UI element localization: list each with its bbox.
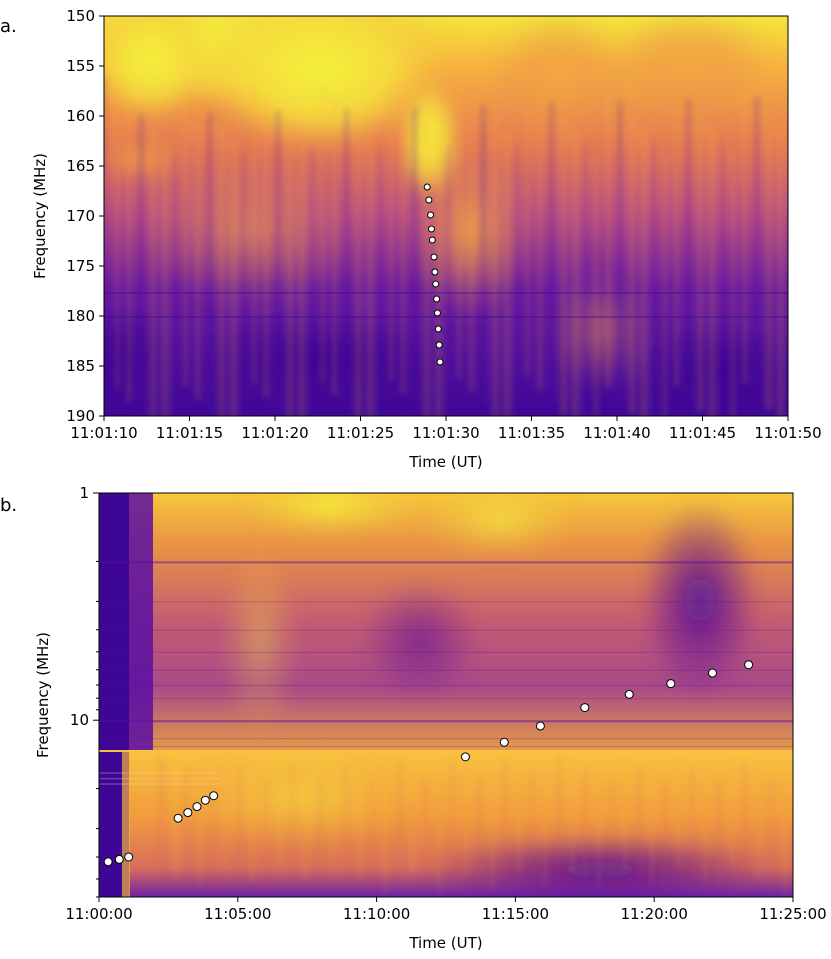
panel-a-y-tick-label: 175 xyxy=(66,257,95,275)
panel-b-x-tick-label: 11:00:00 xyxy=(65,905,132,923)
panel-b-y-tick-label: 1 xyxy=(79,484,89,502)
panel-a-marker xyxy=(436,358,444,366)
panel-a-y-tick-label: 160 xyxy=(66,107,95,125)
panel-b-marker xyxy=(744,660,754,670)
panel-a-y-tick-label: 155 xyxy=(66,57,95,75)
panel-a-axes: 11:01:10 11:01:15 11:01:20 11:01:25 11:01:30… xyxy=(66,7,821,442)
panel-a-y-tick-label: 170 xyxy=(66,207,95,225)
panel-b-ylabel: Frequency (MHz) xyxy=(34,632,52,758)
panel-b-marker xyxy=(114,854,124,864)
panel-a-markers xyxy=(423,183,444,366)
panel-b-frame xyxy=(98,492,794,898)
panel-b-marker xyxy=(535,721,545,731)
panel-b-x-tick-label: 11:15:00 xyxy=(482,905,549,923)
panel-a-marker xyxy=(428,236,436,244)
panel-b-x-tick-label: 11:05:00 xyxy=(204,905,271,923)
panel-b-x-tick-label: 11:20:00 xyxy=(621,905,688,923)
panel-a-x-tick-label: 11:01:50 xyxy=(754,424,821,442)
panel-a-marker xyxy=(433,295,441,303)
panel-a-marker xyxy=(431,268,439,276)
panel-b-axes: 11:00:00 11:05:00 11:10:00 11:15:00 11:20:00… xyxy=(65,484,826,923)
panel-b-marker xyxy=(173,813,183,823)
panel-b-marker xyxy=(666,679,676,689)
panel-a-x-tick-label: 11:01:35 xyxy=(498,424,565,442)
panel-a-marker xyxy=(423,183,431,191)
panel-a-y-tick-label: 150 xyxy=(66,7,95,25)
panel-a-x-tick-label: 11:01:20 xyxy=(241,424,308,442)
panel-a-marker xyxy=(427,225,435,233)
panel-b-marker xyxy=(624,689,634,699)
panel-a-y-tick-label: 180 xyxy=(66,307,95,325)
panel-b-marker xyxy=(192,802,202,812)
panel-b-marker xyxy=(103,857,113,867)
panel-a-marker xyxy=(434,325,442,333)
panel-b-xlabel: Time (UT) xyxy=(408,934,482,952)
panel-a-x-tick-label: 11:01:25 xyxy=(327,424,394,442)
panel-b-label: b. xyxy=(0,495,17,516)
panel-a-x-tick-label: 11:01:10 xyxy=(70,424,137,442)
panel-b-x-tick-label: 11:25:00 xyxy=(759,905,826,923)
panel-a-y-tick-label: 185 xyxy=(66,357,95,375)
panel-a-marker xyxy=(425,196,433,204)
panel-a-x-tick-label: 11:01:40 xyxy=(583,424,650,442)
panel-b-marker xyxy=(209,791,219,801)
panel-a-y-tick-label: 190 xyxy=(66,407,95,425)
panel-a-marker xyxy=(435,341,443,349)
panel-b-markers xyxy=(103,660,754,867)
panel-a-label: a. xyxy=(0,16,17,37)
panel-b-marker xyxy=(124,852,134,862)
panel-b-x-tick-label: 11:10:00 xyxy=(343,905,410,923)
panel-b-marker xyxy=(200,795,210,805)
panel-a-marker xyxy=(427,211,435,219)
panel-b-marker xyxy=(499,737,509,747)
panel-a-marker xyxy=(432,280,440,288)
panel-b-marker xyxy=(183,808,193,818)
panel-b-y-tick-label: 10 xyxy=(70,711,89,729)
panel-a-x-tick-label: 11:01:15 xyxy=(156,424,223,442)
panel-b-marker xyxy=(707,668,717,678)
panel-b-spectrogram xyxy=(99,493,793,897)
panel-a-y-tick-label: 165 xyxy=(66,157,95,175)
panel-b-marker xyxy=(580,703,590,713)
panel-b-marker xyxy=(460,752,470,762)
panel-a-ylabel: Frequency (MHz) xyxy=(31,153,49,279)
panel-a-x-tick-label: 11:01:45 xyxy=(669,424,736,442)
panel-a-xlabel: Time (UT) xyxy=(408,453,482,471)
panel-a-x-tick-label: 11:01:30 xyxy=(412,424,479,442)
panel-a-spectrogram xyxy=(104,16,788,416)
panel-a-marker xyxy=(430,253,438,261)
panel-a-marker xyxy=(433,309,441,317)
